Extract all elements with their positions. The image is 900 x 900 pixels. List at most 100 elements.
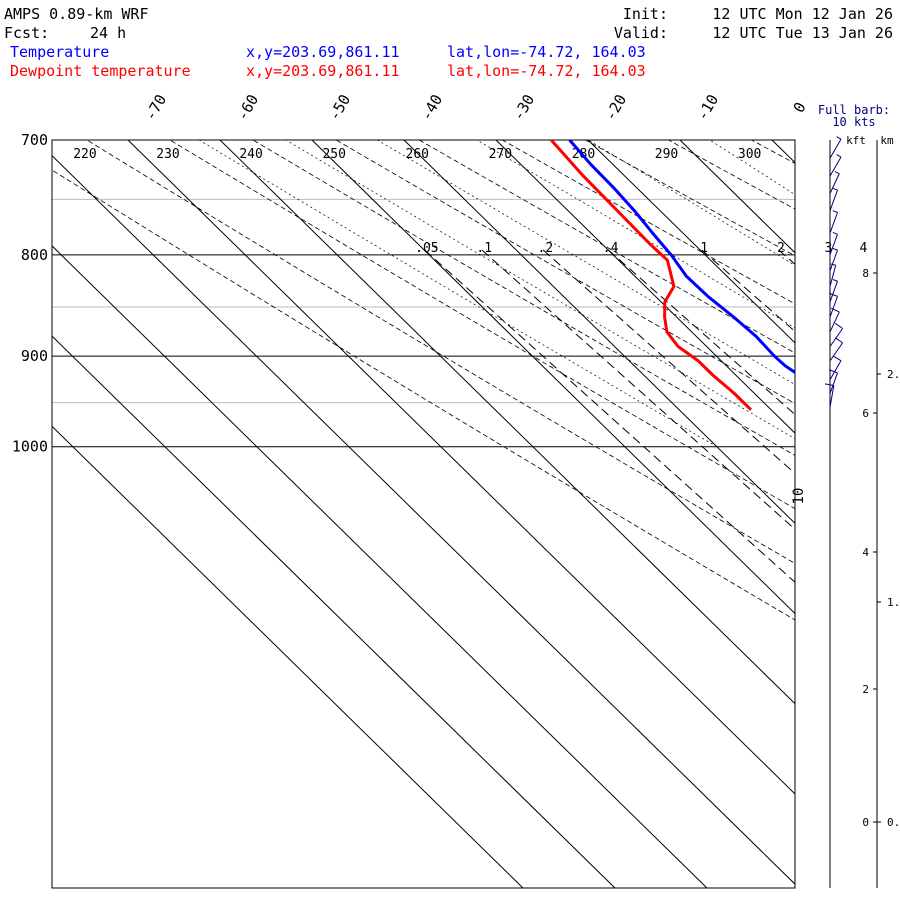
wind-barb-flag [832,279,838,282]
dry-adiabat [750,140,795,164]
kft-tick-label: 6 [862,407,869,420]
mixing-ratio-line [542,249,795,475]
dry-adiabat [52,169,795,621]
wind-barb-flag [832,231,838,235]
km-tick-label: 0. [887,816,900,829]
theta-label: 260 [406,147,429,162]
isotherm-label: 0 [790,99,810,116]
wind-barb [829,372,838,394]
dry-adiabat [335,140,795,404]
wind-barb-flag [832,187,838,191]
theta-label: 290 [655,147,678,162]
legend-temperature-name: Temperature [10,43,109,61]
theta-label: 230 [156,147,179,162]
theta-label: 220 [73,147,96,162]
wind-barb [829,360,842,380]
mixing-ratio-label: 3 [825,241,833,256]
mixing-ratio-label: 4 [859,241,867,256]
moist-adiabat [198,140,718,448]
isotherm-label: -40 [417,91,446,123]
mixing-ratio-line [424,249,795,583]
wind-barb [829,265,837,287]
moist-adiabat [796,115,900,447]
theta-label: 250 [322,147,345,162]
wind-speed-label: 10 [791,488,807,505]
wind-barb [829,342,844,362]
isotherm-line [52,154,795,885]
wind-barb [829,249,838,271]
isotherm-label: -50 [325,91,354,123]
kft-tick-label: 2 [862,683,869,696]
isotherm-line [219,140,795,705]
wind-barb [829,173,840,194]
km-tick-label: 1. [887,596,900,609]
moist-adiabat [587,140,795,266]
wind-barb [829,281,838,303]
wind-barb [829,212,838,234]
isotherm-label: -20 [601,91,630,123]
dewpoint-trace [550,140,753,411]
isotherm-line [52,335,616,888]
legend-temperature-xy: x,y=203.69,861.11 [246,43,400,61]
wind-barb-flag [832,355,842,362]
isotherm-line [52,425,524,888]
wind-barb-flag [834,322,843,329]
moist-adiabat [376,140,795,385]
mixing-ratio-label: 1 [700,241,708,256]
isotherm-line [311,140,795,615]
mixing-ratio-line [701,249,795,333]
kft-tick-label: 8 [862,267,869,280]
kft-tick-label: 0 [862,816,869,829]
model-title: AMPS 0.89-km WRF [4,5,149,23]
theta-label: 300 [738,147,761,162]
dry-adiabat [169,140,795,510]
wind-barb-flag [832,247,838,251]
wind-barb-flag [830,263,836,266]
background-grid [52,115,900,900]
wind-barb-flag [834,171,840,175]
wind-barb [829,296,838,318]
wind-barb-flag [824,383,834,386]
dry-adiabat [797,120,900,900]
theta-label: 270 [489,147,512,162]
axes [51,139,796,889]
km-tick-label: 2. [887,368,900,381]
barb-note-line2: 10 kts [832,115,875,129]
barb-note-line1: Full barb: [818,103,890,117]
temperature-trace [568,140,795,375]
wind-barb-flag [834,337,843,344]
wind-barb-flag [836,154,842,158]
legend-dewpoint-xy: x,y=203.69,861.11 [246,62,400,80]
dry-adiabat [584,140,795,257]
moist-adiabat [476,140,795,329]
legend-dewpoint-name: Dewpoint temperature [10,62,191,80]
mixing-ratio-label: 2 [777,241,785,256]
wind-barb [829,311,840,333]
km-label: km [880,134,894,147]
mixing-ratio-label: .1 [476,241,492,256]
dry-adiabat [667,140,795,210]
valid-label: Valid: [614,24,668,42]
sounding-traces [550,140,795,411]
isotherm-line [771,140,795,164]
isotherm-line [495,140,795,434]
mixing-ratio-label: .05 [415,241,438,256]
valid-value: 12 UTC Tue 13 Jan 26 [712,24,893,42]
isotherm-label: -60 [233,91,262,123]
init-value: 12 UTC Mon 12 Jan 26 [712,5,893,23]
mixing-ratio-line [608,249,795,416]
mixing-ratio-label: .4 [603,241,619,256]
pressure-tick-label-900: 900 [21,347,48,365]
kft-label: kft [846,134,866,147]
isotherm-line [864,140,900,888]
dry-adiabat [252,140,795,456]
mixing-ratio-line [481,249,795,530]
isotherm-label: -70 [141,91,170,123]
pressure-tick-label-700: 700 [21,131,48,149]
wind-barb [829,138,842,159]
fcst-value: 24 h [90,24,126,42]
isotherm-label: -10 [693,91,722,123]
wind-panel: Full barb: 10 kts kft km 10 8 6 4 2 0 2. 1. 0. [791,103,900,888]
